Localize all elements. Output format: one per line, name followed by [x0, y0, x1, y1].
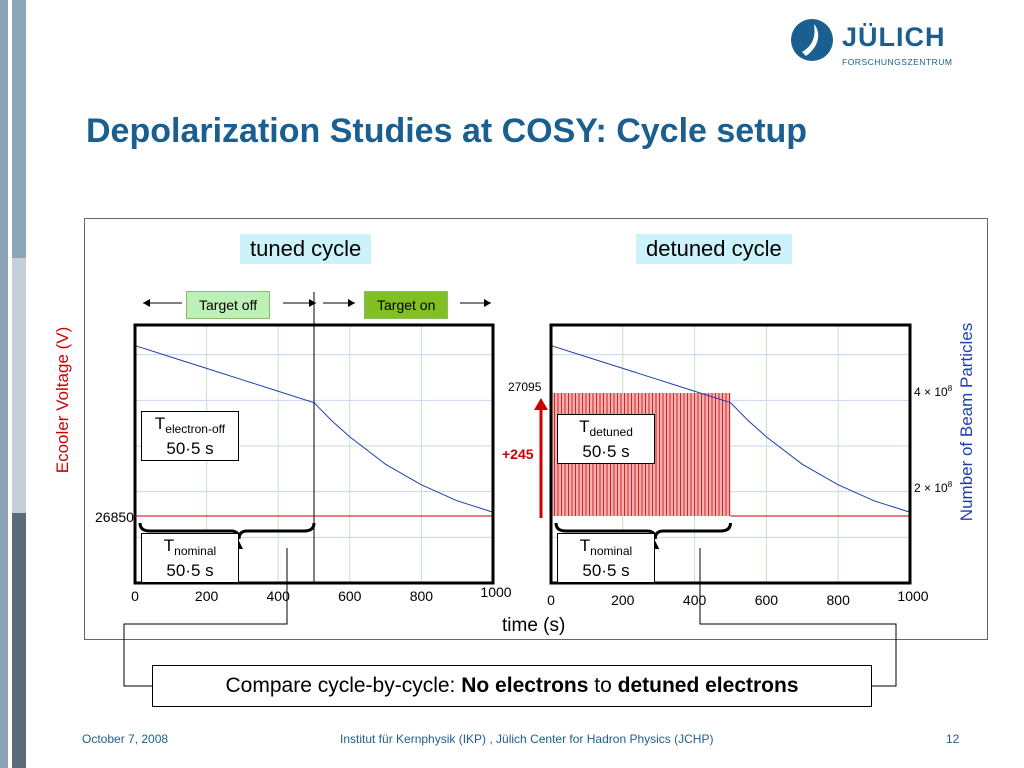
tick-exponent: 8: [947, 384, 953, 393]
t-symbol: T: [579, 536, 591, 555]
tick-exponent: 8: [947, 480, 953, 489]
x-tick-label: 400: [267, 588, 291, 604]
compare-prefix: Compare cycle-by-cycle:: [225, 674, 462, 697]
left-accent-bar-middle: [12, 258, 26, 513]
bracket-brace: [138, 522, 316, 540]
target-off-tag: Target off: [186, 291, 271, 319]
y-tick-right-2e8: 2 × 108: [914, 480, 953, 495]
slide-title: Depolarization Studies at COSY: Cycle se…: [86, 112, 808, 150]
t-subscript: electron-off: [165, 422, 226, 436]
t-detuned-box: Tdetuned 50·5 s: [557, 414, 655, 464]
voltage-shift-arrow-head: [534, 398, 548, 410]
y-axis-label-voltage: Ecooler Voltage (V): [53, 326, 73, 474]
voltage-shift-label: +245: [502, 446, 534, 462]
t-nominal-box-tuned: Tnominal 50·5 s: [141, 533, 239, 583]
t-symbol: T: [163, 536, 175, 555]
julich-logo-icon: [791, 19, 833, 61]
footer-date: October 7, 2008: [82, 732, 169, 746]
footer-institute: Institut für Kernphysik (IKP) , Jülich C…: [340, 732, 714, 746]
plot-frame: [133, 323, 495, 585]
tuned-cycle-label: tuned cycle: [240, 234, 372, 264]
plot-frame: [549, 323, 912, 585]
particles-series-line: [134, 345, 494, 513]
x-tick-label: 800: [410, 588, 434, 604]
compare-connector-right: [699, 548, 897, 687]
compare-no-electrons: No electrons: [461, 674, 589, 697]
compare-box: Compare cycle-by-cycle: No electrons to …: [152, 665, 872, 707]
t-nominal-box-detuned: Tnominal 50·5 s: [557, 533, 655, 583]
compare-connector-left: [123, 548, 288, 687]
logo-subtitle: FORSCHUNGSZENTRUM: [842, 57, 953, 67]
x-tick-label: 0: [547, 592, 555, 608]
y-tick-27095: 27095: [508, 380, 542, 394]
footer-page-number: 12: [946, 732, 960, 746]
x-axis-label: time (s): [502, 615, 566, 636]
left-accent-bar-top: [12, 0, 26, 258]
compare-middle: to: [588, 674, 618, 697]
detuned-cycle-label: detuned cycle: [636, 234, 792, 264]
bracket-brace: [554, 522, 732, 540]
tick-mantissa: 4: [914, 385, 921, 399]
t-symbol: T: [579, 417, 590, 436]
t-value: 50·5 s: [166, 561, 214, 580]
x-tick-label: 800: [827, 592, 851, 608]
x-tick-label: 200: [611, 592, 635, 608]
x-tick-label: 1000: [480, 584, 511, 600]
left-accent-bar-bottom: [12, 513, 26, 768]
target-arrow-head: [309, 299, 316, 307]
x-tick-label: 400: [683, 592, 707, 608]
particles-series-line: [550, 345, 911, 513]
y-tick-26850: 26850: [95, 509, 134, 525]
t-subscript: nominal: [590, 544, 633, 558]
compare-detuned-electrons: detuned electrons: [617, 674, 799, 697]
left-accent-bar: [0, 0, 8, 768]
x-tick-label: 600: [338, 588, 362, 604]
target-arrow-head: [484, 299, 491, 307]
t-value: 50·5 s: [582, 561, 630, 580]
x-tick-label: 1000: [897, 588, 928, 604]
target-arrow-head: [143, 299, 150, 307]
t-electron-off-box: Telectron-off 50·5 s: [141, 411, 239, 461]
t-symbol: T: [154, 414, 166, 433]
t-subscript: nominal: [174, 544, 217, 558]
tick-mantissa: 2: [914, 481, 921, 495]
figure-frame: [84, 218, 988, 640]
target-on-tag: Target on: [364, 291, 449, 319]
t-value: 50·5 s: [582, 442, 630, 461]
x-tick-label: 0: [131, 588, 139, 604]
t-value: 50·5 s: [166, 439, 214, 458]
chart-panel-tuned: 0 200 400 600 800 1000: [131, 292, 512, 604]
x-tick-label: 600: [755, 592, 779, 608]
target-arrow-head: [348, 299, 355, 307]
t-subscript: detuned: [589, 425, 633, 439]
x-tick-label: 200: [195, 588, 219, 604]
y-tick-right-4e8: 4 × 108: [914, 384, 953, 399]
logo-name: JÜLICH: [842, 22, 946, 52]
y-axis-label-particles: Number of Beam Particles: [957, 322, 977, 522]
